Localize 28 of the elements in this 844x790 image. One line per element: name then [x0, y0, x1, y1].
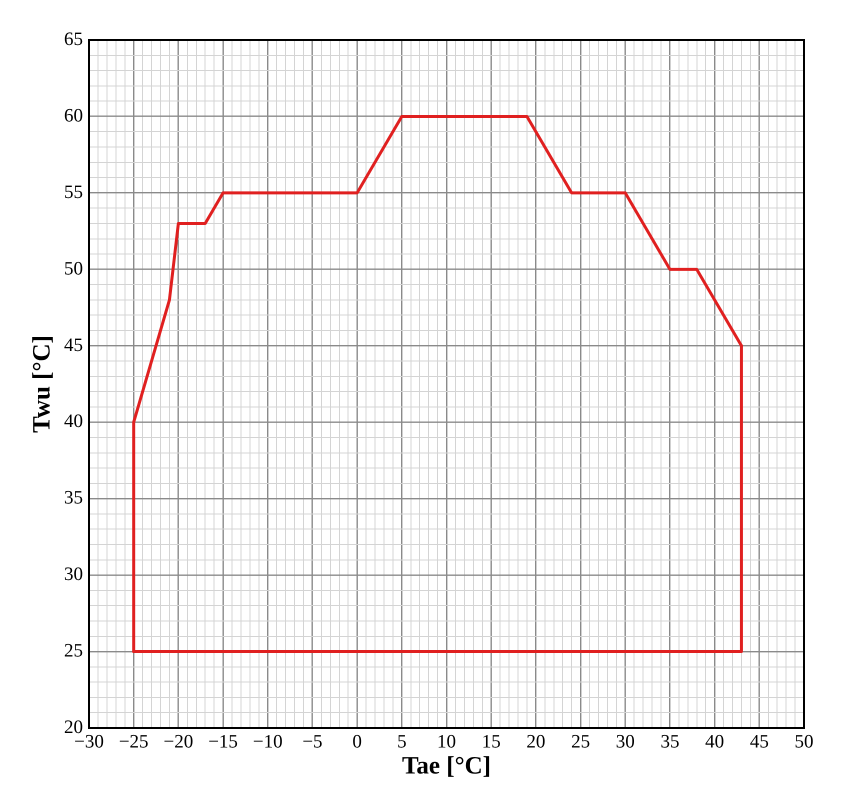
y-tick-label: 40 — [64, 411, 83, 432]
y-tick-label: 60 — [64, 105, 83, 126]
x-tick-label: −20 — [164, 731, 194, 752]
x-tick-label: 35 — [660, 731, 680, 752]
x-tick-label: 5 — [397, 731, 407, 752]
y-tick-label: 30 — [64, 564, 83, 586]
y-tick-label: 45 — [64, 334, 83, 356]
x-tick-label: 40 — [705, 731, 724, 752]
x-tick-label: 30 — [616, 731, 635, 752]
x-tick-label: 0 — [352, 731, 362, 752]
y-tick-label: 35 — [64, 488, 83, 509]
y-tick-label: 20 — [64, 716, 83, 738]
y-tick-label: 50 — [64, 258, 83, 280]
x-tick-label: 45 — [750, 731, 769, 752]
x-axis-title: Tae [°C] — [402, 752, 491, 780]
y-axis-title: Twu [°C] — [28, 335, 56, 433]
x-tick-label: −5 — [302, 731, 323, 752]
x-tick-label: 10 — [437, 731, 456, 752]
x-tick-label: 20 — [526, 731, 546, 752]
x-tick-label: 15 — [482, 731, 501, 752]
x-tick-label: −25 — [118, 731, 149, 752]
x-tick-label: −15 — [208, 731, 238, 752]
x-tick-label: 50 — [794, 731, 814, 752]
x-tick-label: −10 — [252, 731, 283, 752]
x-tick-label: 25 — [571, 731, 590, 752]
y-tick-label: 55 — [64, 182, 83, 203]
y-tick-label: 25 — [64, 640, 83, 662]
y-tick-label: 65 — [64, 28, 83, 50]
